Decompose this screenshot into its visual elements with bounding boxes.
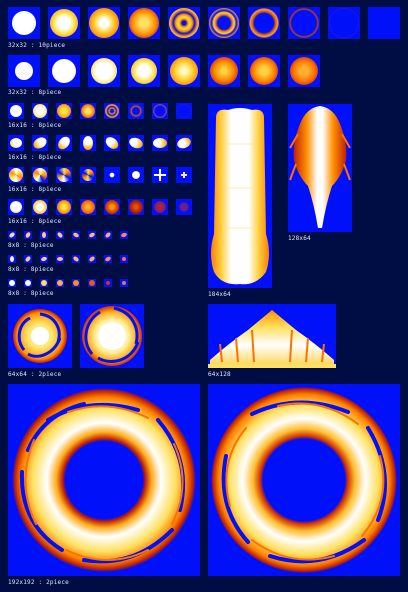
- swirl-frame-icon: [56, 167, 72, 183]
- mini-comet-icon: [56, 255, 64, 263]
- comet-frame-icon: [152, 135, 168, 151]
- explosion-frame-icon: [8, 103, 24, 119]
- explosion-frame-icon: [8, 7, 40, 39]
- mini-burst-icon: [104, 279, 112, 287]
- label-16x16-c: 16x16 : 8piece: [8, 186, 62, 193]
- label-32x32-8: 32x32 : 8piece: [8, 89, 62, 96]
- label-32x32-10: 32x32 : 10piece: [8, 42, 66, 49]
- mini-comet-icon: [24, 255, 32, 263]
- mini-comet-icon: [40, 231, 48, 239]
- explosion-frame-icon: [128, 7, 160, 39]
- label-8x8-b: 8x8 : 8piece: [8, 266, 54, 273]
- fire-swirl-ring-icon: [208, 384, 400, 576]
- burst-frame-icon: [8, 199, 24, 215]
- explosion-frame-icon: [104, 103, 120, 119]
- fire-swirl-ring-icon: [8, 384, 200, 576]
- mini-comet-icon: [104, 231, 112, 239]
- explosion-frame-icon: [208, 55, 240, 87]
- swirl-large-icon: [80, 304, 144, 368]
- swirl-frame-icon: [32, 167, 48, 183]
- explosion-frame-icon: [168, 55, 200, 87]
- burst-frame-icon: [56, 199, 72, 215]
- mini-burst-icon: [8, 279, 16, 287]
- mini-burst-icon: [24, 279, 32, 287]
- mini-comet-icon: [104, 255, 112, 263]
- comet-frame-icon: [56, 135, 72, 151]
- mini-burst-icon: [56, 279, 64, 287]
- mini-comet-icon: [120, 255, 128, 263]
- label-8x8-c: 8x8 : 8piece: [8, 290, 54, 297]
- comet-frame-icon: [8, 135, 24, 151]
- explosion-frame-icon: [288, 55, 320, 87]
- label-16x16-a: 16x16 : 8piece: [8, 122, 62, 129]
- mini-comet-icon: [40, 255, 48, 263]
- mini-burst-icon: [72, 279, 80, 287]
- swirl-small-icon: [8, 304, 72, 368]
- explosion-frame-icon: [152, 103, 168, 119]
- explosion-frame-icon: [48, 55, 80, 87]
- mini-comet-icon: [56, 231, 64, 239]
- explosion-frame-icon: [248, 7, 280, 39]
- explosion-frame-icon: [128, 103, 144, 119]
- mini-comet-icon: [72, 231, 80, 239]
- explosion-frame-icon: [80, 103, 96, 119]
- sparkle-icon: [152, 167, 168, 183]
- burst-frame-icon: [128, 199, 144, 215]
- explosion-frame-icon: [208, 7, 240, 39]
- mini-comet-icon: [8, 231, 16, 239]
- flame-plume-icon: [288, 104, 352, 232]
- explosion-frame-icon: [8, 55, 40, 87]
- burst-frame-icon: [80, 199, 96, 215]
- explosion-frame-icon: [248, 55, 280, 87]
- burst-frame-icon: [176, 199, 192, 215]
- mini-comet-icon: [8, 255, 16, 263]
- burst-frame-icon: [32, 199, 48, 215]
- explosion-frame-icon: [128, 55, 160, 87]
- explosion-frame-icon: [32, 103, 48, 119]
- explosion-frame-icon: [56, 103, 72, 119]
- swirl-frame-icon: [128, 167, 144, 183]
- label-8x8-a: 8x8 : 8piece: [8, 242, 54, 249]
- explosion-frame-icon: [48, 7, 80, 39]
- mini-burst-icon: [120, 279, 128, 287]
- explosion-frame-icon: [88, 55, 120, 87]
- explosion-frame-icon: [168, 7, 200, 39]
- flame-crown-icon: [208, 304, 336, 368]
- explosion-frame-icon: [368, 7, 400, 39]
- comet-frame-icon: [128, 135, 144, 151]
- comet-frame-icon: [176, 135, 192, 151]
- swirl-frame-icon: [80, 167, 96, 183]
- swirl-frame-icon: [8, 167, 24, 183]
- explosion-frame-icon: [176, 103, 192, 119]
- explosion-frame-icon: [88, 7, 120, 39]
- swirl-frame-icon: [104, 167, 120, 183]
- flame-column-icon: [208, 104, 272, 288]
- mini-comet-icon: [88, 231, 96, 239]
- burst-frame-icon: [104, 199, 120, 215]
- label-64x128: 64x128: [208, 371, 231, 378]
- label-128x64: 128x64: [288, 235, 311, 242]
- burst-frame-icon: [152, 199, 168, 215]
- label-16x16-b: 16x16 : 8piece: [8, 154, 62, 161]
- explosion-frame-icon: [328, 7, 360, 39]
- label-64x64: 64x64 : 2piece: [8, 371, 62, 378]
- mini-burst-icon: [40, 279, 48, 287]
- label-184x64: 184x64: [208, 291, 231, 298]
- mini-comet-icon: [24, 231, 32, 239]
- mini-comet-icon: [72, 255, 80, 263]
- explosion-frame-icon: [288, 7, 320, 39]
- label-192x192: 192x192 : 2piece: [8, 579, 69, 586]
- comet-frame-icon: [104, 135, 120, 151]
- comet-frame-icon: [80, 135, 96, 151]
- label-16x16-d: 16x16 : 8piece: [8, 218, 62, 225]
- mini-comet-icon: [120, 231, 128, 239]
- comet-frame-icon: [32, 135, 48, 151]
- mini-burst-icon: [88, 279, 96, 287]
- mini-comet-icon: [88, 255, 96, 263]
- sparkle-icon: [176, 167, 192, 183]
